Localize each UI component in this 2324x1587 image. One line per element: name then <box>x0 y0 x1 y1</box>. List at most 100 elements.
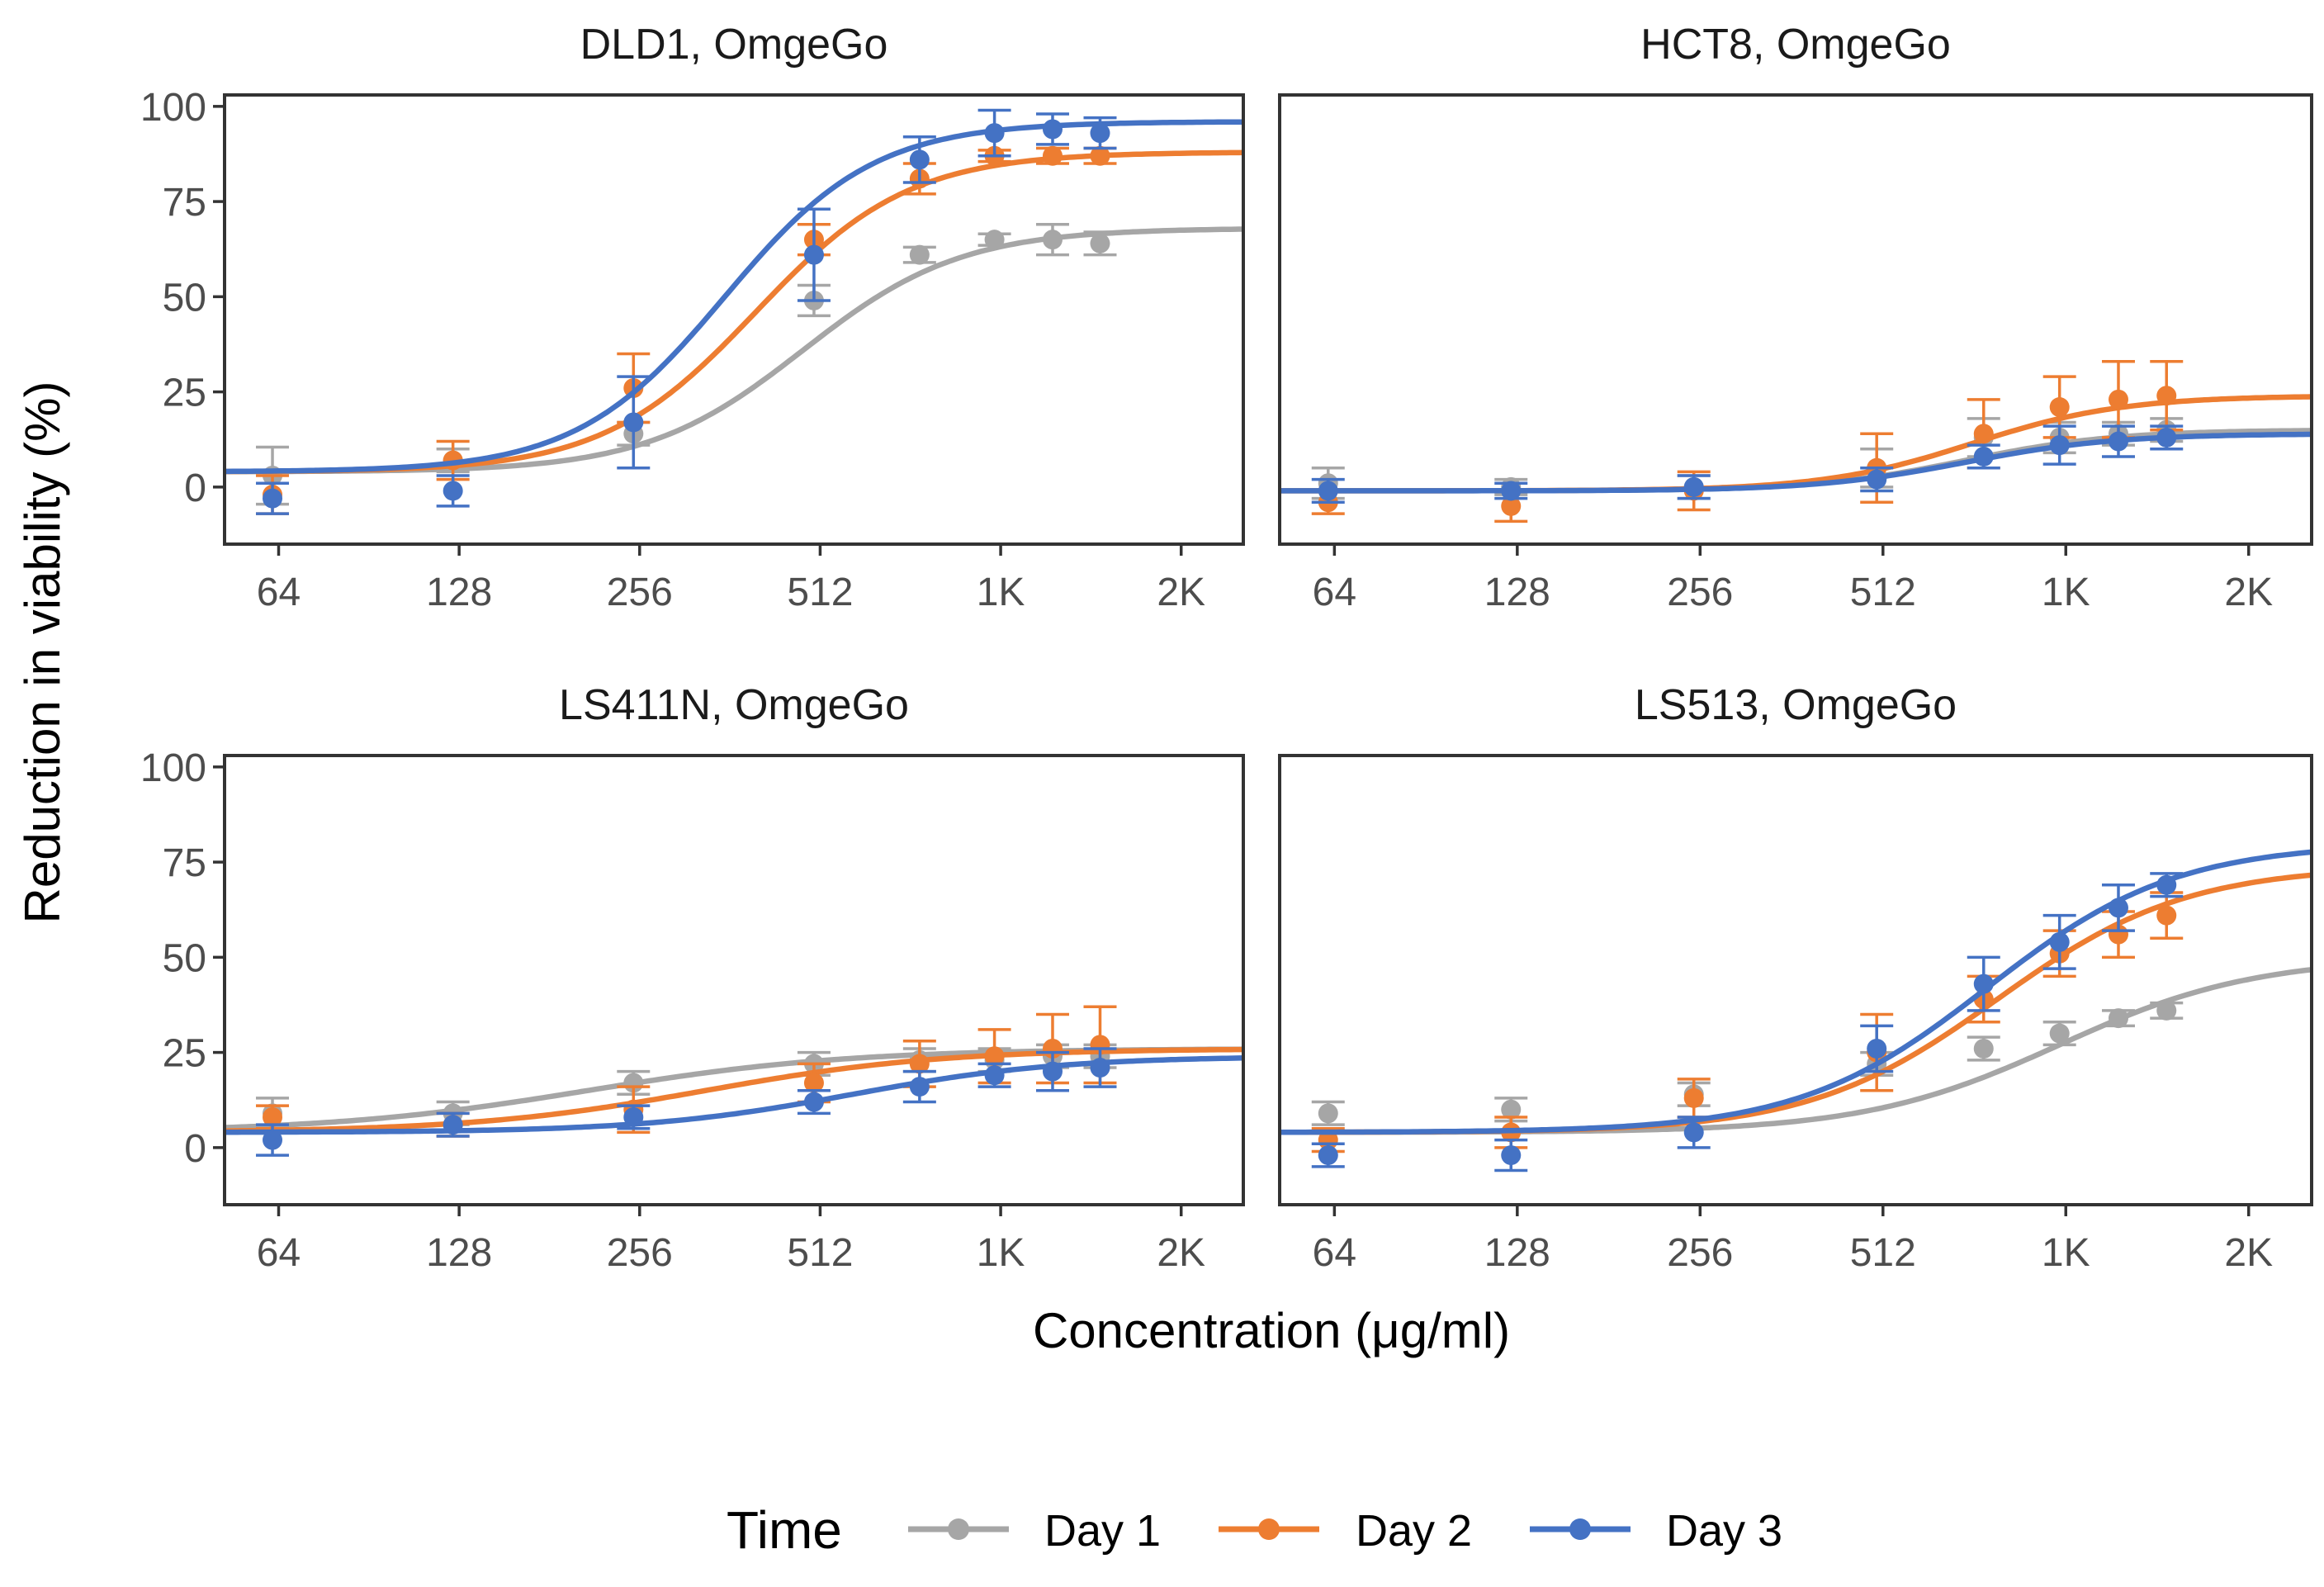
panel-dld1-omgego-day-2-point-8 <box>1090 145 1110 166</box>
panel-ls513-omgego-day-3-point-2 <box>1501 1145 1522 1166</box>
panel-ls513-omgego-x-tick-label-256: 256 <box>1667 1231 1733 1275</box>
panel-ls411n-omgego-x-tick-label-128: 128 <box>426 1231 492 1275</box>
panel-ls411n-omgego-y-tick-label-50: 50 <box>163 936 206 980</box>
legend-label-day-1: Day 1 <box>1044 1506 1161 1556</box>
panel-hct8-omgego-day-3-point-5 <box>1973 446 1994 467</box>
panel-dld1-omgego-y-tick-label-25: 25 <box>163 372 206 415</box>
legend-item-day-2: Day 2 <box>1219 1506 1472 1556</box>
panel-dld1-omgego-y-tick-label-75: 75 <box>163 181 206 225</box>
panel-dld1-omgego-day-3-point-5 <box>909 149 930 170</box>
panel-ls411n-omgego-day-2-point-4 <box>803 1073 824 1093</box>
panel-ls513-omgego-x-tick-label-128: 128 <box>1484 1231 1550 1275</box>
panel-hct8-omgego-frame <box>1278 93 2313 546</box>
panel-hct8-omgego-day-3-fit-line <box>1280 431 2312 494</box>
legend-label-day-3: Day 3 <box>1666 1506 1782 1556</box>
panel-dld1-omgego-x-tick-label-512: 512 <box>787 571 853 614</box>
panel-ls411n-omgego-y-tick-label-25: 25 <box>163 1032 206 1076</box>
legend-marker-day-2 <box>1258 1518 1280 1540</box>
panel-hct8-omgego-x-tick-label-128: 128 <box>1484 571 1550 614</box>
panel-dld1-omgego-day-1-point-7 <box>1042 230 1063 250</box>
panel-dld1-omgego-day-3-point-4 <box>803 244 824 265</box>
panel-hct8-omgego-day-3-point-8 <box>2156 427 2177 448</box>
panel-dld1-omgego-day-2-point-7 <box>1042 145 1063 166</box>
panel-ls513-omgego-day-1-point-2 <box>1501 1099 1522 1120</box>
panel-hct8-omgego-day-2-fit-line <box>1280 394 2312 494</box>
panel-hct8-omgego-day-3-point-1 <box>1318 481 1338 501</box>
panel-ls411n-omgego: LS411N, OmgeGo 0 25 50 75 100 64 128 256 512 1K 2K <box>140 681 1245 1275</box>
panel-hct8-omgego-day-3-point-3 <box>1683 476 1704 497</box>
panel-ls411n-omgego-frame <box>223 754 1245 1206</box>
legend-item-day-1: Day 1 <box>908 1506 1161 1556</box>
panel-hct8-omgego-x-tick-label-64: 64 <box>1313 571 1356 614</box>
panel-dld1-omgego-y-tick-label-100: 100 <box>140 86 206 130</box>
panel-ls411n-omgego-day-2 <box>225 1005 1243 1138</box>
panel-hct8-omgego-day-3 <box>1280 424 2312 505</box>
panel-hct8-omgego-day-3-point-7 <box>2108 431 2128 452</box>
panel-ls513-omgego-day-1 <box>1280 967 2312 1135</box>
panel-hct8-omgego: HCT8, OmgeGo 64 128 256 512 1K 2K <box>1278 21 2313 614</box>
panel-ls513-omgego-day-3-point-8 <box>2156 874 2177 895</box>
panel-dld1-omgego-day-3-point-8 <box>1090 123 1110 144</box>
panel-dld1-omgego-title: DLD1, OmgeGo <box>580 21 888 69</box>
panel-dld1-omgego-day-1-point-6 <box>984 230 1005 250</box>
panel-ls513-omgego-day-3-point-6 <box>2049 931 2070 952</box>
panel-dld1-omgego-data <box>225 108 1243 515</box>
panel-dld1-omgego-day-3-point-2 <box>443 481 463 501</box>
panel-ls513-omgego-day-3-point-4 <box>1867 1038 1887 1059</box>
panel-dld1-omgego-day-2-fit-line <box>225 149 1243 475</box>
panel-ls411n-omgego-day-3-point-2 <box>443 1115 463 1135</box>
panel-dld1-omgego-day-3 <box>225 108 1243 515</box>
panel-hct8-omgego-day-2-point-7 <box>2108 389 2128 410</box>
panel-ls513-omgego-day-1-point-7 <box>2108 1008 2128 1029</box>
legend-marker-day-1 <box>948 1518 969 1540</box>
panel-hct8-omgego-title: HCT8, OmgeGo <box>1640 21 1951 69</box>
legend-item-day-3: Day 3 <box>1530 1506 1782 1556</box>
panel-hct8-omgego-day-2-point-6 <box>2049 397 2070 418</box>
panel-hct8-omgego-day-2-point-2 <box>1501 495 1522 516</box>
panel-ls513-omgego-day-3-point-1 <box>1318 1145 1338 1166</box>
panel-ls513-omgego-day-3-point-3 <box>1683 1122 1704 1143</box>
panel-ls513-omgego: LS513, OmgeGo 64 128 256 512 1K 2K <box>1278 681 2313 1275</box>
panel-ls411n-omgego-day-3 <box>225 1047 1243 1157</box>
panel-ls513-omgego-day-1-fit-line <box>1280 967 2312 1135</box>
panel-dld1-omgego-x-tick-label-64: 64 <box>257 571 301 614</box>
panel-ls513-omgego-day-2-point-3 <box>1683 1087 1704 1108</box>
legend-label-day-2: Day 2 <box>1356 1506 1472 1556</box>
legend-marker-day-3 <box>1569 1518 1591 1540</box>
panel-ls411n-omgego-day-3-fit-line <box>225 1055 1243 1135</box>
panel-ls513-omgego-x-tick-label-1k: 1K <box>2042 1231 2090 1275</box>
panel-hct8-omgego-data <box>1280 359 2312 523</box>
panel-dld1-omgego-x-tick-label-1k: 1K <box>977 571 1025 614</box>
x-axis-label: Concentration (μg/ml) <box>1033 1303 1510 1358</box>
panel-ls411n-omgego-y-tick-label-75: 75 <box>163 841 206 885</box>
panel-ls513-omgego-title: LS513, OmgeGo <box>1635 681 1957 729</box>
panel-dld1-omgego-day-3-point-1 <box>263 488 283 509</box>
panel-ls513-omgego-day-1-point-1 <box>1318 1103 1338 1124</box>
panel-ls411n-omgego-day-2-point-5 <box>909 1054 930 1074</box>
panel-dld1-omgego-x-tick-label-2k: 2K <box>1157 571 1205 614</box>
panel-dld1-omgego-frame <box>223 93 1245 546</box>
panel-hct8-omgego-day-3-point-2 <box>1501 481 1522 501</box>
panel-ls513-omgego-day-1-point-6 <box>2049 1023 2070 1044</box>
panel-ls411n-omgego-y-tick-label-0: 0 <box>184 1127 206 1171</box>
panel-hct8-omgego-day-3-point-6 <box>2049 435 2070 456</box>
panel-ls513-omgego-day-2 <box>1280 872 2312 1154</box>
panel-ls411n-omgego-x-tick-label-256: 256 <box>607 1231 673 1275</box>
panel-dld1-omgego-day-2 <box>225 145 1243 515</box>
panel-dld1-omgego-day-3-point-7 <box>1042 119 1063 140</box>
panel-ls411n-omgego-day-3-point-8 <box>1090 1058 1110 1078</box>
panel-ls411n-omgego-x-tick-label-64: 64 <box>257 1231 301 1275</box>
panel-ls513-omgego-x-tick-label-2k: 2K <box>2224 1231 2273 1275</box>
panel-dld1-omgego-day-3-point-3 <box>623 412 644 433</box>
panel-ls513-omgego-day-3 <box>1280 849 2312 1172</box>
panel-ls411n-omgego-y-tick-label-100: 100 <box>140 746 206 790</box>
panel-ls513-omgego-x-tick-label-64: 64 <box>1313 1231 1356 1275</box>
panel-ls411n-omgego-title: LS411N, OmgeGo <box>559 681 909 729</box>
panel-ls513-omgego-day-1-point-8 <box>2156 1000 2177 1021</box>
panel-ls411n-omgego-day-3-point-6 <box>984 1065 1005 1086</box>
panel-hct8-omgego-x-tick-label-1k: 1K <box>2042 571 2090 614</box>
panel-ls411n-omgego-day-3-point-7 <box>1042 1061 1063 1082</box>
panel-ls513-omgego-day-2-point-8 <box>2156 905 2177 926</box>
